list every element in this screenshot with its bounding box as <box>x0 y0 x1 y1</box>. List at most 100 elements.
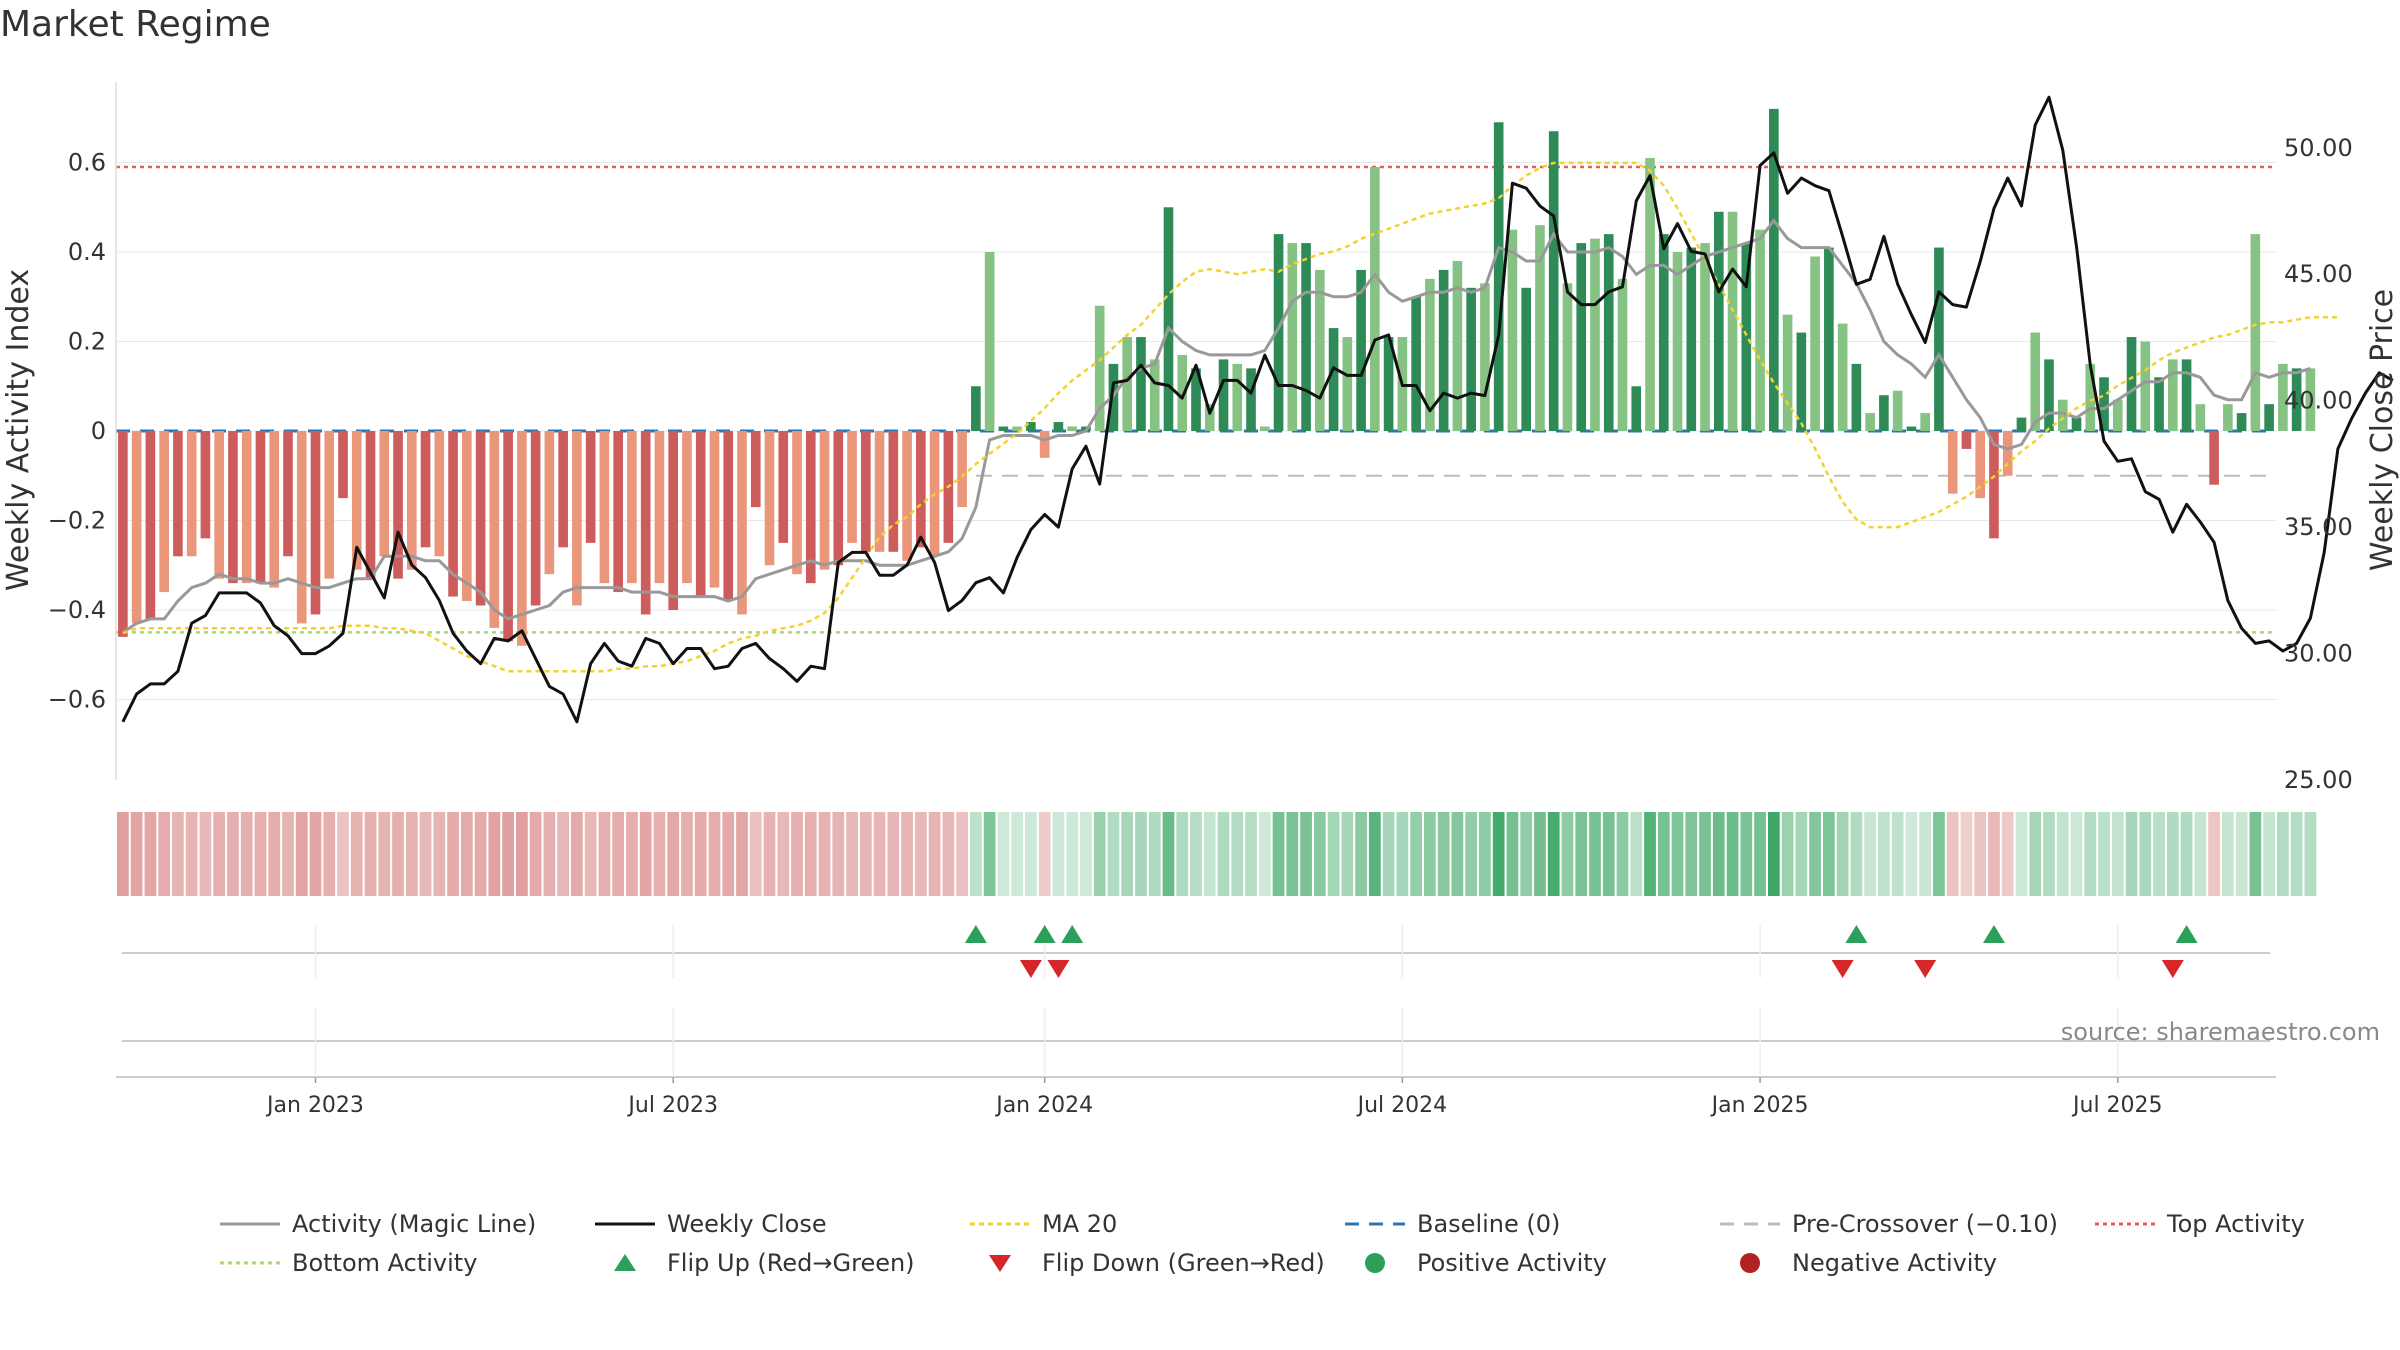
heat-cell <box>1988 812 2000 896</box>
heat-cell <box>1025 812 1037 896</box>
activity-bar <box>1411 296 1421 431</box>
activity-bar <box>530 431 541 606</box>
heat-cell <box>1795 812 1808 896</box>
heat-cell <box>2194 812 2207 896</box>
activity-bar <box>2071 417 2082 431</box>
activity-bar <box>1686 247 1697 431</box>
activity-bar <box>1026 422 1036 431</box>
activity-bar <box>1879 395 1889 431</box>
heat-cell <box>1506 812 1519 896</box>
activity-bar <box>1603 234 1614 431</box>
flip-up-marker <box>964 925 987 943</box>
heat-cell <box>1190 812 1202 896</box>
activity-bar <box>1906 426 1917 431</box>
activity-bar <box>1810 256 1820 431</box>
x-axis-ticks: Jan 2023 Jul 2023 Jan 2024 Jul 2024 Jan 2025… <box>265 1077 2163 1118</box>
heat-cell <box>227 812 239 896</box>
activity-bar <box>1315 269 1325 431</box>
activity-bar <box>1480 283 1490 431</box>
activity-bar <box>2002 431 2013 476</box>
heat-cell <box>1093 812 1106 896</box>
magic-line-series <box>122 218 2311 634</box>
heat-cell <box>694 812 707 896</box>
activity-bar <box>1576 243 1587 431</box>
heat-cell <box>1616 812 1629 896</box>
heat-cell <box>1162 812 1175 896</box>
activity-bar <box>558 431 568 548</box>
activity-bar <box>1246 368 1256 431</box>
activity-bar <box>1934 247 1944 431</box>
activity-bar <box>792 431 802 575</box>
heat-cell <box>818 812 831 896</box>
heat-cell <box>1754 812 1766 896</box>
activity-bar <box>2250 234 2261 431</box>
activity-bar <box>200 431 211 539</box>
heat-cell <box>447 812 459 896</box>
activity-bar <box>1920 413 1930 431</box>
legend-label: Flip Down (Green→Red) <box>1042 1249 1325 1277</box>
heat-cell <box>859 812 872 896</box>
activity-bar <box>1975 431 1986 499</box>
heat-cell <box>1066 812 1079 896</box>
heat-cell <box>1644 812 1656 896</box>
activity-bar <box>1259 426 1270 431</box>
activity-bar <box>640 431 651 615</box>
flip-down-marker <box>1047 960 1070 978</box>
heat-cell <box>1781 812 1794 896</box>
heat-cell <box>268 812 281 896</box>
activity-bar <box>1892 390 1903 431</box>
heat-cell <box>1355 812 1367 896</box>
heat-cell <box>1864 812 1877 896</box>
flip-down-marker <box>1831 960 1854 978</box>
activity-bar <box>2236 413 2247 431</box>
heat-cell <box>1313 812 1326 896</box>
heat-cell <box>185 812 198 896</box>
activity-bar <box>737 431 747 615</box>
activity-bar <box>269 431 280 588</box>
heat-cell <box>2070 812 2083 896</box>
heat-cell <box>350 812 363 896</box>
heat-cell <box>1217 812 1230 896</box>
heat-cell <box>405 812 418 896</box>
flip-up-marker <box>1845 925 1868 943</box>
x-tick-label: Jul 2025 <box>2071 1093 2163 1118</box>
activity-bar <box>1672 252 1683 431</box>
activity-bar <box>255 431 266 584</box>
activity-bar <box>2223 404 2233 431</box>
heat-cell <box>2221 812 2234 896</box>
heat-cell <box>1135 812 1147 896</box>
activity-bar <box>1204 404 1215 431</box>
heat-cell <box>1822 812 1835 896</box>
weekly-close-series <box>121 95 2394 724</box>
activity-bar <box>2085 363 2096 431</box>
activity-bar <box>1370 167 1380 431</box>
heat-cell <box>1547 812 1560 896</box>
activity-bar <box>1191 368 1201 431</box>
heat-cell <box>240 812 253 896</box>
activity-bar <box>2181 359 2192 431</box>
heat-cell <box>474 812 487 896</box>
heat-cell <box>571 812 583 896</box>
right-tick-label: 35.00 <box>2284 513 2353 541</box>
heat-cell <box>2249 812 2262 896</box>
heat-cell <box>2304 812 2317 896</box>
heat-cell <box>515 812 528 896</box>
flip-down-marker <box>1019 960 1042 978</box>
heat-cell <box>309 812 322 896</box>
activity-bar <box>393 431 403 579</box>
activity-bar <box>2291 368 2302 431</box>
activity-bar <box>186 431 197 557</box>
activity-bar <box>627 431 637 584</box>
heat-cell <box>323 812 336 896</box>
heat-cell <box>708 812 721 896</box>
activity-bar <box>379 431 390 557</box>
activity-bar <box>503 431 513 642</box>
heat-cell <box>295 812 308 896</box>
activity-bar <box>1122 337 1133 431</box>
heat-cell <box>130 812 143 896</box>
right-tick-label: 30.00 <box>2284 640 2353 668</box>
activity-bar <box>874 431 885 552</box>
heat-cell <box>1465 812 1478 896</box>
activity-bar <box>1493 122 1504 432</box>
activity-bar <box>1232 363 1243 431</box>
